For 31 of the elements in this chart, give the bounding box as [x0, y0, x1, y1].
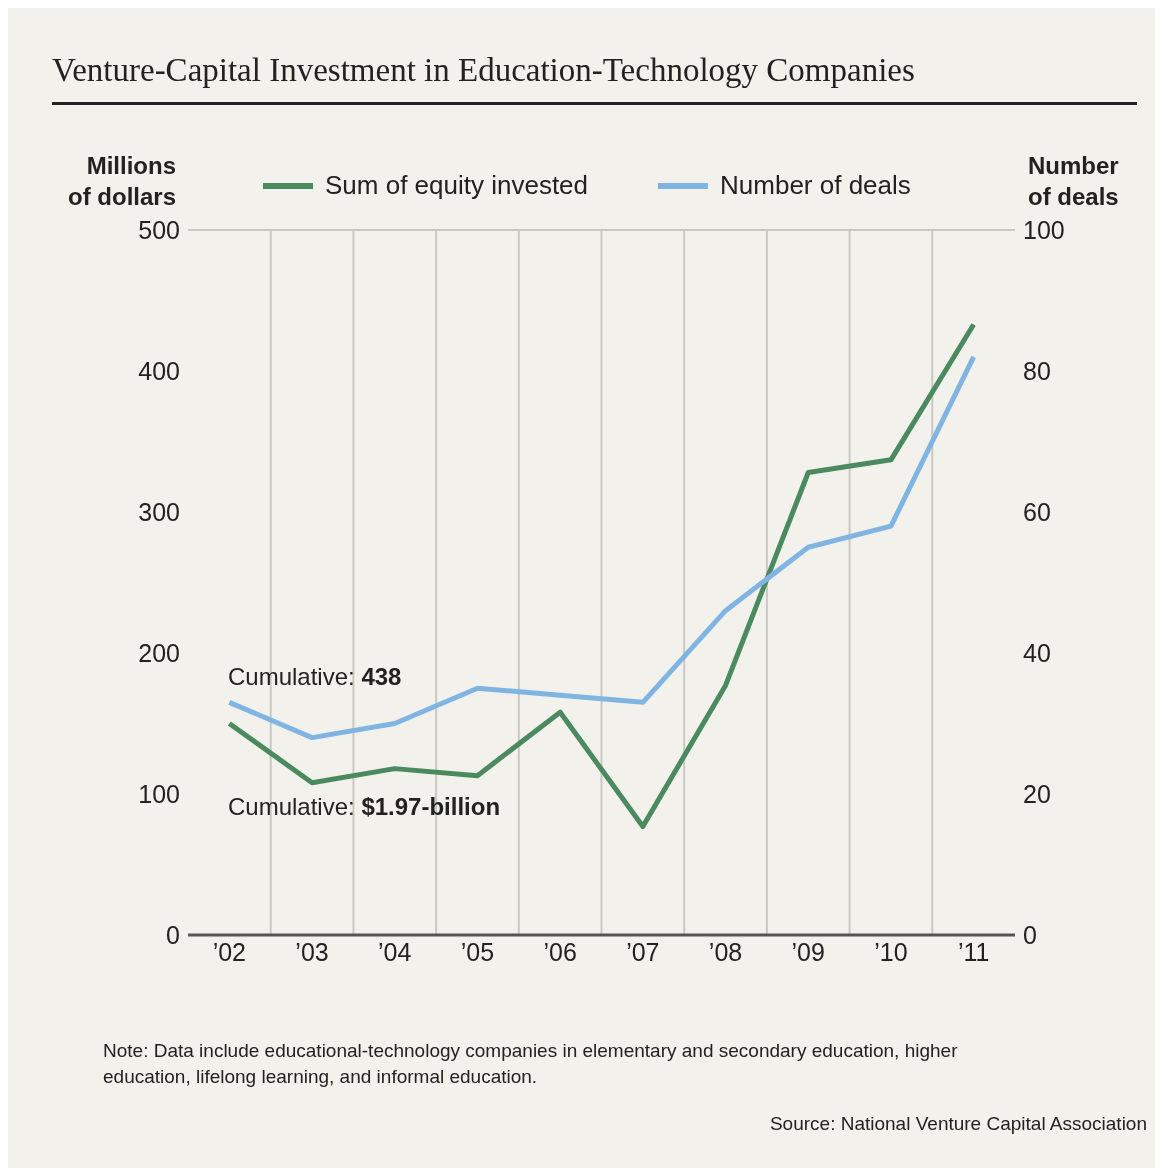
y-tick-label: 200 — [138, 638, 180, 667]
text: Note: Data include educational-technology companies in elementary and secondary education, higher education, lifelong learning, and informal education. — [103, 1039, 959, 1089]
x-tick-label: ’08 — [708, 937, 743, 966]
x-tick-label: ’06 — [543, 937, 577, 966]
x-tick-label: ’10 — [874, 937, 908, 966]
y2-tick-label: 0 — [1023, 920, 1037, 949]
annotation: Cumulative: $1.97-billion — [228, 793, 501, 820]
chart-title: Venture-Capital Investment in Education-Technology Companies — [52, 52, 915, 89]
y-tick-label: 400 — [138, 356, 180, 385]
x-tick-label: ’09 — [791, 937, 825, 966]
legend-label: Sum of equity invested — [325, 170, 589, 201]
y2-tick-label: 100 — [1023, 215, 1065, 244]
x-tick-label: ’04 — [378, 937, 412, 966]
x-tick-label: ’03 — [295, 937, 329, 966]
y-tick-label: 0 — [166, 920, 180, 949]
legend-label: Number of deals — [720, 170, 911, 201]
y2-tick-label: 80 — [1023, 356, 1051, 385]
y2-tick-label: 40 — [1023, 638, 1051, 667]
y-axis-title: Millions of dollars — [67, 151, 176, 212]
y2-tick-label: 60 — [1023, 497, 1051, 526]
annotation: Cumulative: 438 — [228, 663, 402, 690]
y-tick-label: 300 — [138, 497, 180, 526]
source-note: Source: National Venture Capital Association — [769, 1113, 1147, 1135]
x-tick-label: ’05 — [460, 937, 495, 966]
x-tick-label: ’07 — [626, 937, 660, 966]
y-tick-label: 100 — [138, 779, 180, 808]
x-tick-label: ’11 — [957, 937, 990, 966]
y2-tick-label: 20 — [1023, 779, 1051, 808]
x-tick-label: ’02 — [212, 937, 247, 966]
y-tick-label: 500 — [138, 215, 180, 244]
y2-axis-title: Number of deals — [1028, 151, 1119, 212]
